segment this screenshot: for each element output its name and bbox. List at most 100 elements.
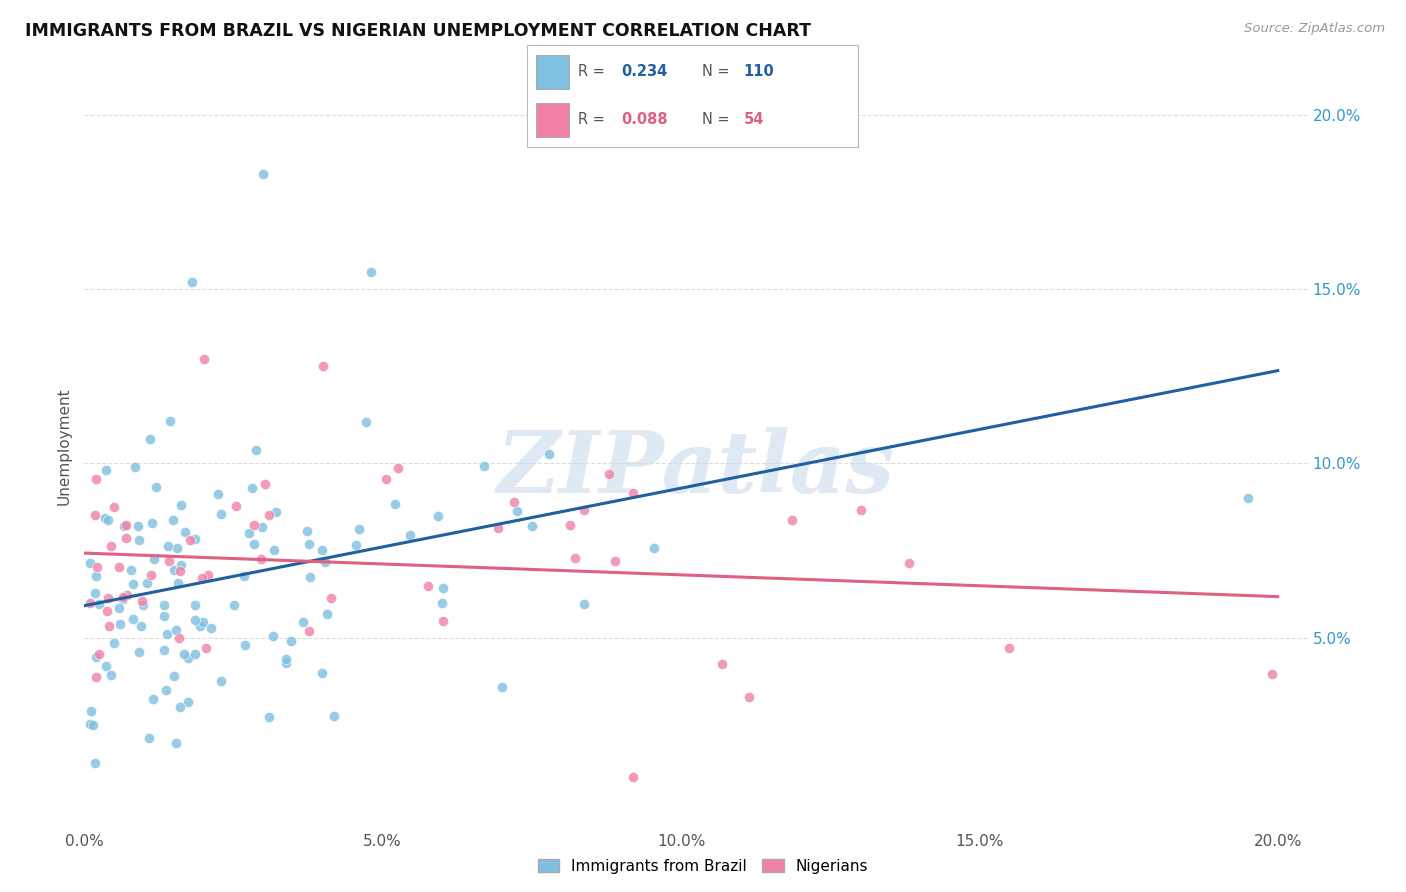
Point bbox=[780, 513, 803, 527]
Point bbox=[193, 351, 215, 366]
Point bbox=[603, 554, 626, 568]
Point bbox=[209, 673, 232, 688]
Point bbox=[245, 442, 267, 457]
Text: 54: 54 bbox=[744, 112, 763, 128]
Point bbox=[849, 503, 872, 517]
Point bbox=[238, 526, 260, 541]
Text: R =: R = bbox=[578, 112, 610, 128]
Point bbox=[173, 648, 195, 662]
Point bbox=[155, 683, 177, 698]
Point bbox=[142, 692, 165, 706]
Point bbox=[94, 511, 117, 525]
Point bbox=[262, 629, 284, 643]
Point bbox=[153, 598, 176, 612]
Point bbox=[142, 552, 165, 566]
Point bbox=[183, 533, 205, 547]
Point bbox=[79, 556, 101, 570]
Point bbox=[291, 615, 314, 629]
Point bbox=[82, 718, 104, 732]
Point bbox=[120, 563, 142, 577]
Point bbox=[354, 415, 377, 429]
Point bbox=[311, 666, 333, 681]
Point bbox=[167, 631, 190, 645]
Text: R =: R = bbox=[578, 64, 610, 79]
Point bbox=[141, 568, 163, 582]
Text: 0.234: 0.234 bbox=[621, 64, 668, 79]
Point bbox=[86, 560, 108, 574]
Point bbox=[97, 513, 120, 527]
Point bbox=[574, 597, 596, 611]
Point bbox=[100, 540, 122, 554]
Point bbox=[299, 570, 322, 584]
Point bbox=[184, 613, 207, 627]
Point bbox=[111, 590, 134, 604]
Point bbox=[96, 591, 118, 606]
Point bbox=[898, 556, 921, 570]
Point bbox=[79, 596, 101, 610]
Point bbox=[138, 731, 160, 745]
Point bbox=[197, 568, 219, 582]
Point bbox=[387, 461, 409, 475]
Point bbox=[598, 467, 620, 482]
Point bbox=[177, 650, 200, 665]
Point bbox=[108, 559, 131, 574]
Point bbox=[115, 518, 138, 533]
Point bbox=[240, 481, 263, 495]
Point bbox=[87, 647, 110, 661]
Point bbox=[84, 569, 107, 583]
Point bbox=[129, 619, 152, 633]
Point bbox=[128, 645, 150, 659]
Point bbox=[103, 500, 125, 514]
Point bbox=[194, 640, 217, 655]
Point bbox=[169, 700, 191, 714]
Point bbox=[520, 519, 543, 533]
Point bbox=[312, 359, 335, 373]
Point bbox=[112, 518, 135, 533]
Point bbox=[156, 627, 179, 641]
Point bbox=[375, 473, 398, 487]
Point bbox=[124, 460, 146, 475]
Point bbox=[233, 638, 256, 652]
Legend: Immigrants from Brazil, Nigerians: Immigrants from Brazil, Nigerians bbox=[531, 853, 875, 880]
Point bbox=[128, 533, 150, 548]
Point bbox=[1237, 491, 1260, 506]
Point bbox=[153, 609, 176, 624]
Bar bbox=[536, 55, 568, 88]
Point bbox=[384, 497, 406, 511]
Point bbox=[537, 447, 560, 461]
Point bbox=[153, 642, 176, 657]
Point bbox=[711, 657, 734, 671]
Point bbox=[83, 586, 105, 600]
Point bbox=[96, 604, 118, 618]
Point bbox=[107, 600, 129, 615]
Point bbox=[280, 633, 302, 648]
Point bbox=[184, 598, 207, 612]
Point bbox=[84, 670, 107, 684]
Point bbox=[127, 518, 149, 533]
Point bbox=[132, 598, 155, 612]
Point bbox=[506, 503, 529, 517]
Point bbox=[323, 709, 346, 723]
Point bbox=[298, 537, 321, 551]
Point bbox=[502, 494, 524, 508]
Point bbox=[432, 614, 454, 628]
Point bbox=[737, 690, 759, 704]
Point bbox=[100, 668, 122, 682]
Point bbox=[131, 594, 153, 608]
Text: 0.088: 0.088 bbox=[621, 112, 668, 128]
Point bbox=[264, 504, 287, 518]
Point bbox=[344, 537, 367, 551]
Point bbox=[274, 656, 297, 670]
Point bbox=[84, 649, 107, 664]
Point bbox=[112, 592, 135, 607]
Point bbox=[84, 756, 107, 770]
Point bbox=[250, 520, 273, 534]
Point bbox=[207, 487, 229, 501]
Y-axis label: Unemployment: Unemployment bbox=[56, 387, 72, 505]
Point bbox=[347, 522, 370, 536]
Point bbox=[243, 517, 266, 532]
Point bbox=[79, 704, 101, 718]
Text: N =: N = bbox=[703, 64, 734, 79]
Point bbox=[224, 599, 246, 613]
Point bbox=[486, 521, 509, 535]
